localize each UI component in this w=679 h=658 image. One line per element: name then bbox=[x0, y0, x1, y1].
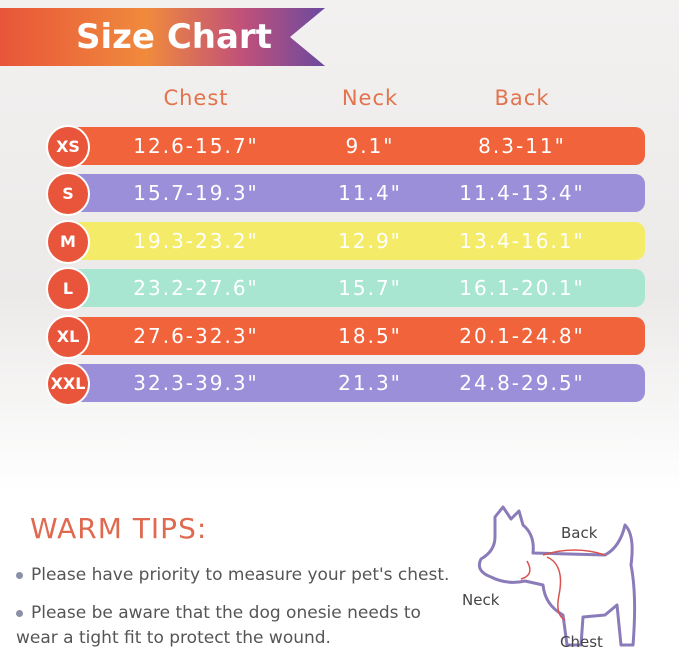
size-cell: 9.1" bbox=[345, 134, 395, 158]
size-cell: 8.3-11" bbox=[478, 134, 566, 158]
dog-diagram bbox=[477, 505, 637, 647]
size-badge: XS bbox=[46, 125, 90, 169]
size-cell: 24.8-29.5" bbox=[459, 371, 585, 395]
size-cell: 11.4" bbox=[338, 181, 402, 206]
size-badge: XXL bbox=[46, 362, 90, 406]
size-cell: 15.7-19.3" bbox=[133, 181, 259, 206]
size-cell: 21.3" bbox=[338, 371, 402, 395]
size-cell: 16.1-20.1" bbox=[459, 276, 585, 301]
size-cell: 15.7" bbox=[338, 276, 402, 301]
bullet bbox=[16, 609, 23, 617]
back-line bbox=[542, 549, 606, 556]
neck-line bbox=[520, 560, 531, 580]
size-badge: S bbox=[46, 172, 90, 217]
title: Size Chart bbox=[76, 17, 272, 57]
tip: Please have priority to measure your pet… bbox=[16, 563, 476, 588]
tip-text: Please have priority to measure your pet… bbox=[31, 565, 450, 585]
size-row: 15.7-19.3" 11.4" 11.4-13.4" bbox=[62, 174, 645, 213]
size-badge: XL bbox=[46, 314, 90, 359]
size-cell: 18.5" bbox=[338, 323, 402, 348]
diagram-label: Back bbox=[561, 524, 598, 542]
column-header: Chest bbox=[163, 86, 229, 110]
tips-title: WARM TIPS: bbox=[30, 512, 208, 545]
size-cell: 13.4-16.1" bbox=[459, 228, 585, 253]
size-badge: L bbox=[46, 267, 90, 312]
chest-line bbox=[546, 556, 566, 621]
size-cell: 20.1-24.8" bbox=[459, 323, 585, 348]
bullet bbox=[16, 571, 23, 579]
banner-shape bbox=[0, 8, 325, 66]
dog-outline bbox=[477, 505, 637, 647]
title-banner: Size Chart bbox=[0, 8, 325, 66]
size-cell: 19.3-23.2" bbox=[133, 228, 259, 253]
diagram-label: Chest bbox=[560, 633, 603, 651]
size-row: 32.3-39.3" 21.3" 24.8-29.5" bbox=[62, 364, 645, 402]
size-cell: 12.9" bbox=[338, 228, 402, 253]
diagram-label: Neck bbox=[462, 591, 500, 609]
size-cell: 32.3-39.3" bbox=[133, 371, 259, 395]
size-cell: 23.2-27.6" bbox=[133, 276, 259, 301]
size-badge: M bbox=[46, 219, 90, 264]
size-row: 12.6-15.7" 9.1" 8.3-11" bbox=[62, 127, 645, 165]
column-header: Back bbox=[494, 86, 550, 110]
column-header: Neck bbox=[341, 86, 399, 110]
size-row: 23.2-27.6" 15.7" 16.1-20.1" bbox=[62, 269, 645, 308]
size-cell: 11.4-13.4" bbox=[459, 181, 585, 206]
tip: Please be aware that the dog onesie need… bbox=[16, 601, 441, 651]
size-row: 19.3-23.2" 12.9" 13.4-16.1" bbox=[62, 221, 645, 260]
size-cell: 27.6-32.3" bbox=[133, 323, 259, 348]
tip-text: Please be aware that the dog onesie need… bbox=[16, 603, 421, 648]
size-row: 27.6-32.3" 18.5" 20.1-24.8" bbox=[62, 316, 645, 355]
size-cell: 12.6-15.7" bbox=[133, 134, 259, 158]
